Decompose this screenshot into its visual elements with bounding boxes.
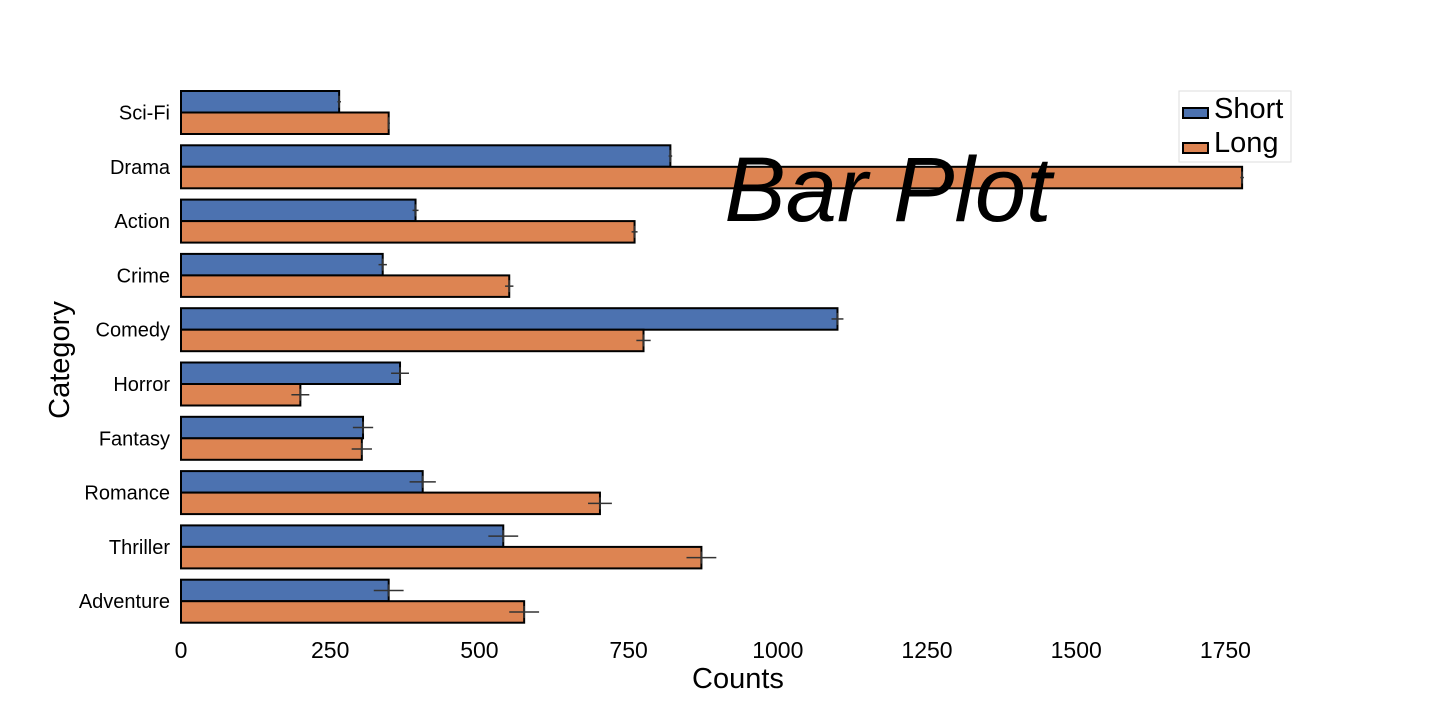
bar-short-drama xyxy=(180,144,672,168)
bar-short-romance xyxy=(180,470,424,494)
bar-short-fantasy xyxy=(180,415,365,440)
bar-long-adventure xyxy=(180,600,526,624)
bar-short-comedy xyxy=(180,307,839,331)
bar-long-thriller xyxy=(180,545,703,570)
x-axis-label: Counts xyxy=(692,663,784,695)
y-tick-label: Drama xyxy=(110,157,171,179)
legend-label-long: Long xyxy=(1214,127,1279,159)
bar-long-action xyxy=(180,220,636,244)
y-tick-label: Crime xyxy=(117,265,170,287)
bar-long-comedy xyxy=(180,328,645,353)
y-tick-label: Thriller xyxy=(109,537,170,559)
bar-long-fantasy xyxy=(180,437,363,461)
y-tick-label: Comedy xyxy=(96,320,170,342)
bar-long-drama xyxy=(180,165,1244,190)
x-tick-label: 1750 xyxy=(1200,637,1251,663)
x-tick-label: 1000 xyxy=(752,637,803,663)
legend-swatch-short xyxy=(1182,107,1209,119)
x-tick-label: 250 xyxy=(311,637,349,663)
legend-swatch-long xyxy=(1182,142,1209,154)
x-tick-label: 750 xyxy=(609,637,647,663)
bars-layer xyxy=(180,90,1244,624)
legend: Short Long xyxy=(1178,90,1292,163)
y-tick-label: Horror xyxy=(113,374,170,396)
y-tick-label: Adventure xyxy=(79,591,170,613)
x-tick-label: 0 xyxy=(175,637,188,663)
bar-short-crime xyxy=(180,252,384,277)
bar-short-action xyxy=(180,198,417,223)
bar-long-romance xyxy=(180,491,601,516)
bar-short-horror xyxy=(180,361,402,385)
x-tick-label: 1500 xyxy=(1051,637,1102,663)
bar-long-sci-fi xyxy=(180,111,390,135)
x-tick-labels: 0 250 500 750 1000 1250 1500 1750 xyxy=(175,637,1251,663)
y-tick-labels: Sci-Fi Drama Action Crime Comedy Horror Fantas… xyxy=(79,103,171,614)
bar-long-crime xyxy=(180,274,511,298)
legend-label-short: Short xyxy=(1214,93,1283,125)
bar-short-sci-fi xyxy=(180,90,341,114)
bar-long-horror xyxy=(180,383,302,407)
x-tick-label: 1250 xyxy=(901,637,952,663)
chart-title: Bar Plot xyxy=(724,139,1055,241)
bar-short-thriller xyxy=(180,524,505,548)
y-tick-label: Romance xyxy=(84,483,170,505)
y-tick-label: Action xyxy=(114,211,170,233)
bar-short-adventure xyxy=(180,578,390,603)
y-axis-label: Category xyxy=(44,301,76,419)
x-tick-label: 500 xyxy=(460,637,498,663)
y-tick-label: Fantasy xyxy=(99,428,170,450)
y-tick-label: Sci-Fi xyxy=(119,103,170,125)
